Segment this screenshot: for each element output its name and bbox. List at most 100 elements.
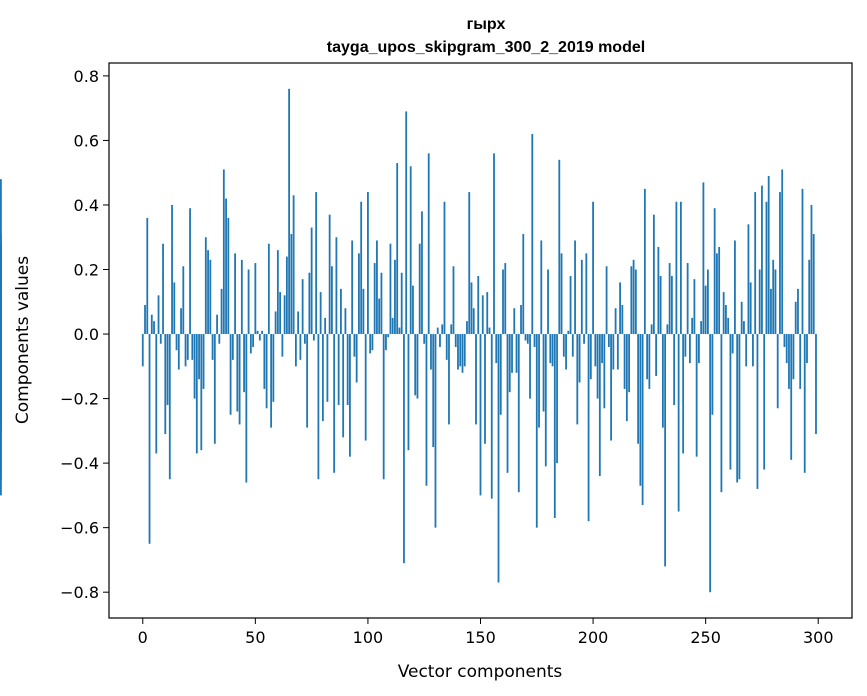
- bar-130: [434, 334, 437, 528]
- bar-158: [497, 334, 500, 583]
- bar-178: [542, 334, 545, 412]
- bar-124: [421, 211, 423, 335]
- bar-211: [616, 334, 619, 370]
- bar-260: [727, 317, 730, 335]
- bar-171: [526, 334, 529, 344]
- bar-230: [659, 275, 662, 335]
- bar-110: [389, 243, 392, 335]
- bar-101: [369, 334, 372, 354]
- bar-18: [182, 266, 185, 335]
- bar-139: [454, 334, 457, 347]
- bar-218: [632, 259, 635, 335]
- bar-76: [312, 334, 315, 341]
- bar-222: [641, 334, 644, 506]
- bar-9: [162, 243, 164, 335]
- bar-97: [360, 201, 363, 335]
- bar-161: [504, 263, 507, 335]
- bar-46: [245, 334, 248, 483]
- bar-259: [725, 305, 727, 335]
- bar-233: [666, 324, 669, 335]
- bar-184: [556, 334, 558, 464]
- bar-undefined: [0, 285, 2, 335]
- bar-251: [707, 269, 709, 335]
- bar-16: [177, 334, 180, 370]
- bar-96: [358, 253, 360, 335]
- bar-128: [430, 334, 432, 370]
- bar-241: [684, 334, 687, 357]
- bar-194: [578, 334, 581, 383]
- bar-238: [677, 334, 680, 512]
- bar-170: [524, 334, 527, 341]
- bar-186: [560, 253, 563, 335]
- bar-270: [749, 282, 752, 335]
- bar-43: [238, 334, 241, 425]
- bar-13: [171, 204, 173, 335]
- bar-296: [808, 259, 811, 335]
- bar-10: [164, 334, 167, 435]
- bar-48: [249, 334, 252, 354]
- bar-188: [565, 334, 567, 370]
- bar-87: [337, 334, 340, 406]
- bar-51: [256, 330, 259, 335]
- bar-6: [155, 334, 158, 454]
- bar-282: [776, 334, 779, 409]
- bar-20: [186, 334, 189, 360]
- x-tick-label: 0: [138, 628, 148, 647]
- bar-164: [511, 334, 513, 373]
- bar-268: [745, 334, 748, 367]
- bar-253: [711, 334, 714, 415]
- bar-205: [603, 334, 606, 409]
- bar-244: [691, 317, 694, 335]
- bar-263: [734, 240, 736, 335]
- bar-243: [688, 334, 691, 364]
- bar-277: [765, 201, 768, 335]
- bar-131: [436, 327, 439, 335]
- y-tick-label: 0.2: [74, 261, 99, 280]
- bar-242: [686, 263, 689, 335]
- bar-52: [258, 334, 261, 341]
- bar-216: [628, 334, 630, 393]
- bar-53: [261, 330, 263, 335]
- bar-297: [810, 204, 813, 335]
- bar-255: [716, 253, 718, 335]
- bar-42: [236, 334, 239, 412]
- bar-44: [240, 259, 243, 335]
- bar-79: [319, 292, 322, 335]
- bar-34: [218, 334, 221, 344]
- bar-27: [202, 334, 205, 389]
- bar-249: [702, 182, 705, 335]
- bar-115: [400, 272, 403, 335]
- bar-200: [592, 201, 594, 335]
- bar-133: [441, 324, 444, 335]
- bar-125: [423, 334, 426, 344]
- bar-138: [452, 266, 455, 335]
- bar-224: [646, 334, 649, 380]
- bar-267: [743, 321, 745, 335]
- bar-293: [801, 188, 804, 335]
- bar-174: [533, 334, 536, 347]
- bar-180: [547, 269, 549, 335]
- bar-163: [508, 334, 511, 393]
- bar-123: [418, 243, 421, 335]
- bar-118: [407, 334, 410, 451]
- bar-266: [740, 301, 743, 335]
- bar-198: [587, 334, 590, 522]
- bar-155: [490, 334, 493, 499]
- bar-156: [493, 153, 495, 335]
- bar-202: [596, 334, 599, 399]
- bar-150: [479, 334, 482, 496]
- chart-subtitle: tayga_upos_skipgram_300_2_2019 model: [327, 39, 645, 56]
- bar-286: [785, 334, 788, 364]
- bar-256: [718, 246, 721, 335]
- bar-21: [189, 208, 191, 335]
- bar-284: [781, 169, 784, 335]
- bar-275: [761, 185, 763, 335]
- bar-190: [569, 275, 572, 335]
- bar-47: [247, 269, 250, 335]
- bar-203: [598, 334, 601, 477]
- bar-209: [612, 334, 615, 370]
- bar-7: [157, 295, 160, 335]
- bar-272: [754, 192, 757, 335]
- bar-294: [803, 334, 806, 473]
- y-tick-label: 0.8: [74, 67, 99, 86]
